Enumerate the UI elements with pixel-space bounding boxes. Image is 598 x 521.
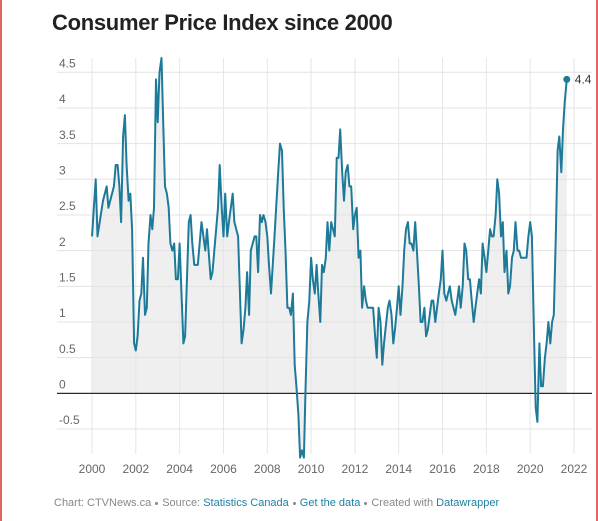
x-tick-label: 2006 [210, 462, 237, 476]
y-tick-label: 3.5 [59, 128, 76, 142]
x-tick-label: 2014 [385, 462, 412, 476]
y-tick-label: 2.5 [59, 199, 76, 213]
y-tick-label: 1 [59, 306, 66, 320]
y-tick-label: 0 [59, 378, 66, 392]
source-link[interactable]: Statistics Canada [203, 497, 289, 509]
get-data-link[interactable]: Get the data [299, 497, 361, 509]
chart-title: Consumer Price Index since 2000 [52, 10, 393, 35]
created-with: Created with [371, 497, 434, 509]
chart: 2000 2002 2004 2006 2008 2010 2012 2014 2016 2018… [57, 56, 592, 476]
x-tick-label: 2000 [79, 462, 106, 476]
tool-link[interactable]: Datawrapper [436, 497, 500, 509]
x-tick-label: 2020 [517, 462, 544, 476]
x-tick-label: 2002 [122, 462, 149, 476]
x-tick-label: 2016 [429, 462, 456, 476]
end-point [563, 75, 571, 83]
x-tick-label: 2018 [473, 462, 500, 476]
line [91, 57, 568, 459]
y-tick-label: 4.5 [59, 56, 76, 70]
y-tick-label: 1.5 [59, 270, 76, 284]
x-tick-label: 2010 [298, 462, 325, 476]
x-tick-label: 2012 [342, 462, 369, 476]
y-tick-label: -0.5 [59, 413, 80, 427]
y-tick-label: 3 [59, 163, 66, 177]
footer: Chart: CTVNews.ca Source: Statistics Cana… [54, 497, 499, 509]
end-label: 4.4 [575, 73, 592, 87]
separator [292, 501, 296, 505]
y-tick-label: 0.5 [59, 342, 76, 356]
x-tick-label: 2022 [561, 462, 588, 476]
y-tick-label: 4 [59, 92, 66, 106]
x-tick-label: 2004 [166, 462, 193, 476]
y-tick-label: 2 [59, 235, 66, 249]
credit: Chart: CTVNews.ca [54, 497, 152, 509]
source-label: Source: [162, 497, 201, 509]
x-tick-label: 2008 [254, 462, 281, 476]
separator [155, 501, 159, 505]
separator [364, 501, 368, 505]
